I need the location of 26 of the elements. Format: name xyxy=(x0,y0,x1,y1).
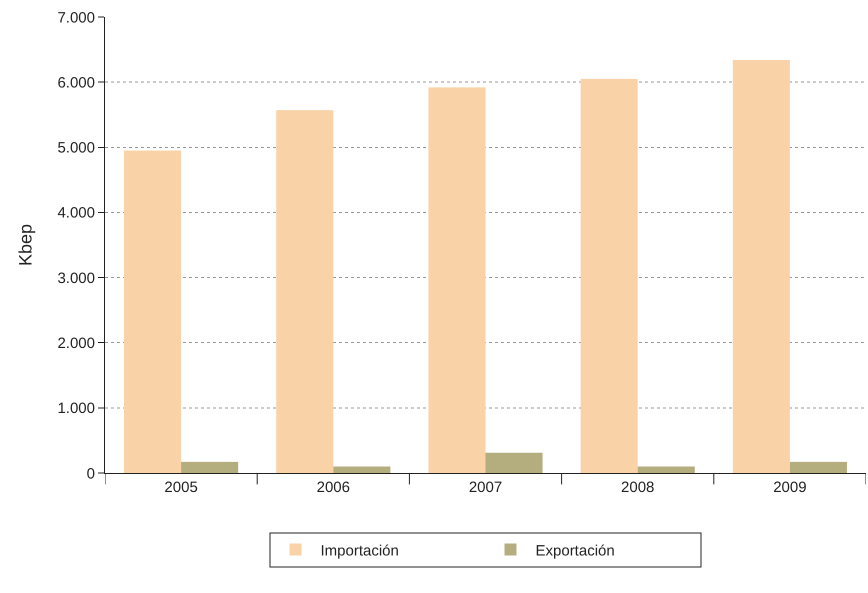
y-tick-label: 5.000 xyxy=(57,140,95,157)
y-tick-label: 7.000 xyxy=(57,9,95,26)
bar xyxy=(638,466,695,473)
bar xyxy=(428,87,486,473)
y-tick-label: 4.000 xyxy=(57,204,95,222)
bar xyxy=(732,60,790,473)
x-tick-label: 2005 xyxy=(164,479,198,496)
bar xyxy=(124,150,182,473)
legend-label: Importación xyxy=(320,542,399,560)
y-axis-title: Kbep xyxy=(16,224,36,266)
y-tick-label: 6.000 xyxy=(57,74,95,92)
x-tick-label: 2008 xyxy=(621,479,654,496)
legend-label: Exportación xyxy=(536,542,615,560)
bar xyxy=(580,78,638,473)
bar xyxy=(790,462,847,473)
bar xyxy=(486,452,543,473)
y-tick-label: 0 xyxy=(86,465,95,482)
y-tick-label: 2.000 xyxy=(57,334,95,352)
bar xyxy=(333,466,390,473)
bar xyxy=(276,110,334,473)
x-tick-label: 2007 xyxy=(468,479,502,496)
y-tick-label: 3.000 xyxy=(57,270,95,287)
x-tick-label: 2006 xyxy=(316,479,350,496)
bar xyxy=(181,462,238,473)
y-tick-label: 1.000 xyxy=(57,400,95,418)
x-tick-label: 2009 xyxy=(773,479,807,496)
